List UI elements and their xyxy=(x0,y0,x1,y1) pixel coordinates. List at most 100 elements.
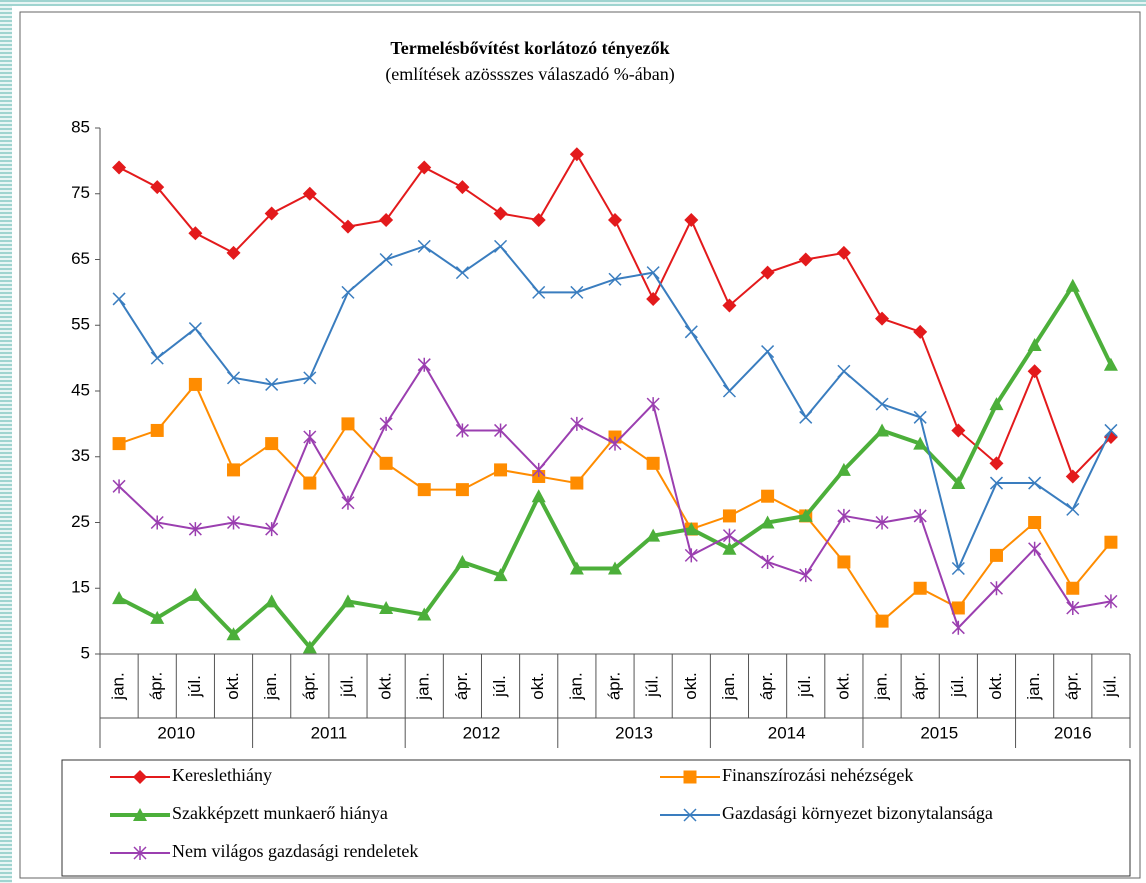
x-tick-label: jan. xyxy=(414,672,433,700)
data-point xyxy=(799,410,813,424)
chart-title: Termelésbővítést korlátozó tényezők xyxy=(390,38,669,58)
year-label: 2012 xyxy=(463,723,501,742)
x-tick-label: okt. xyxy=(681,672,700,699)
data-point xyxy=(875,515,889,530)
data-point xyxy=(836,245,851,260)
legend-marker xyxy=(133,846,147,860)
data-point xyxy=(302,186,317,201)
data-point xyxy=(379,456,393,470)
data-point xyxy=(226,371,241,385)
data-point xyxy=(798,508,813,522)
data-point xyxy=(340,594,355,608)
data-point xyxy=(722,528,736,543)
data-point xyxy=(226,245,241,260)
data-point xyxy=(1066,502,1080,516)
data-point xyxy=(837,555,851,569)
y-tick-label: 15 xyxy=(71,578,90,597)
x-tick-label: ápr. xyxy=(604,672,623,700)
data-point xyxy=(379,252,393,267)
year-label: 2014 xyxy=(768,723,806,742)
data-point xyxy=(112,292,126,306)
data-point xyxy=(417,483,431,497)
data-point xyxy=(1027,364,1042,379)
data-point xyxy=(989,548,1003,562)
data-point xyxy=(188,226,203,241)
data-point xyxy=(913,324,928,339)
data-point xyxy=(646,266,660,280)
data-point xyxy=(341,495,355,510)
data-point xyxy=(417,160,432,175)
data-point xyxy=(188,322,202,336)
legend-marker xyxy=(683,770,697,784)
data-point xyxy=(951,620,965,635)
data-point xyxy=(112,437,126,451)
legend-label: Kereslethiány xyxy=(172,765,272,785)
x-tick-label: jan. xyxy=(566,672,585,700)
data-point xyxy=(302,640,317,654)
data-point xyxy=(226,515,241,530)
data-point xyxy=(570,416,584,431)
legend-box xyxy=(61,759,1131,877)
x-tick-label: júl. xyxy=(795,675,814,698)
legend-marker xyxy=(133,808,147,821)
chart-subtitle: (említések azössszes válaszadó %-ában) xyxy=(385,64,674,85)
data-point xyxy=(455,423,469,438)
data-point xyxy=(493,206,508,221)
data-point xyxy=(722,384,736,398)
data-point xyxy=(951,561,965,576)
x-tick-label: jan. xyxy=(261,672,280,700)
data-point xyxy=(493,568,508,582)
y-tick-label: 5 xyxy=(81,643,90,662)
data-point xyxy=(1103,357,1118,371)
x-tick-label: ápr. xyxy=(147,672,166,700)
data-point xyxy=(226,627,241,641)
data-point xyxy=(722,541,737,555)
data-point xyxy=(875,423,890,437)
data-point xyxy=(340,219,355,234)
x-tick-label: okt. xyxy=(833,672,852,699)
x-tick-label: jan. xyxy=(109,672,128,700)
data-point xyxy=(722,509,736,523)
x-tick-label: jan. xyxy=(719,672,738,700)
data-point xyxy=(1104,535,1118,549)
data-point xyxy=(455,266,469,280)
data-point xyxy=(646,291,661,306)
x-tick-label: okt. xyxy=(223,672,242,699)
x-tick-label: júl. xyxy=(643,675,662,698)
data-point xyxy=(379,416,393,431)
data-point xyxy=(1104,423,1118,437)
data-point xyxy=(837,364,851,378)
data-point xyxy=(1065,278,1080,292)
data-point xyxy=(684,325,698,339)
data-point xyxy=(1066,600,1080,615)
data-point xyxy=(760,515,775,529)
y-tick-label: 45 xyxy=(71,380,90,399)
data-point xyxy=(1028,516,1042,529)
x-tick-label: ápr. xyxy=(757,672,776,700)
data-point xyxy=(150,423,164,437)
data-point xyxy=(531,213,546,228)
data-point xyxy=(608,561,622,575)
y-tick-label: 55 xyxy=(71,315,90,334)
year-label: 2015 xyxy=(920,723,958,742)
data-point xyxy=(989,581,1004,596)
year-label: 2016 xyxy=(1054,723,1092,742)
data-point xyxy=(494,239,508,253)
y-tick-label: 75 xyxy=(71,183,90,202)
data-point xyxy=(913,410,927,424)
data-point xyxy=(455,180,470,195)
data-point xyxy=(722,298,737,313)
x-tick-label: okt. xyxy=(986,672,1005,699)
data-point xyxy=(417,357,431,372)
data-point xyxy=(379,213,394,228)
data-point xyxy=(1028,476,1042,490)
data-point xyxy=(112,591,127,605)
x-tick-label: júl. xyxy=(490,675,509,698)
x-tick-label: okt. xyxy=(376,672,395,699)
data-point xyxy=(989,397,1004,411)
data-point xyxy=(608,272,622,286)
y-tick-label: 35 xyxy=(71,446,90,465)
data-point xyxy=(875,614,889,628)
x-tick-label: jan. xyxy=(872,672,891,700)
data-point xyxy=(150,515,164,530)
